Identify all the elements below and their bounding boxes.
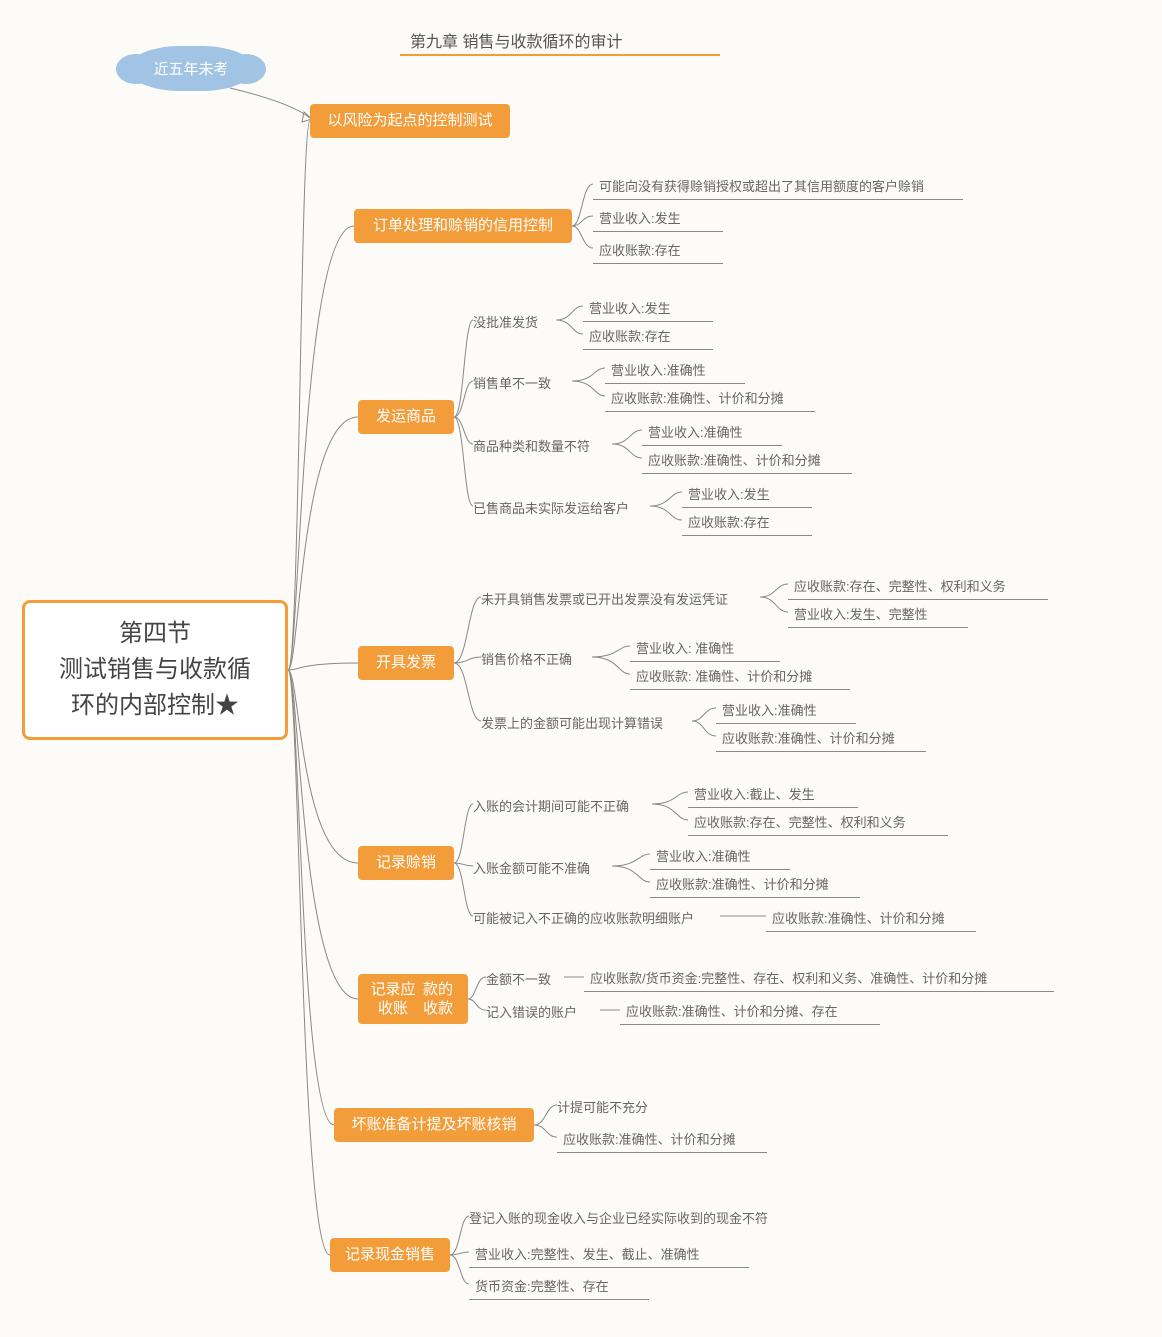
leaf-node: 应收账款:准确性、计价和分摊、存在	[620, 997, 880, 1025]
branch-node: 订单处理和赊销的信用控制	[354, 209, 572, 243]
leaf-node: 营业收入:准确性	[605, 356, 745, 384]
branch-node: 记录赊销	[358, 846, 454, 880]
leaf-node: 应收账款:准确性、计价和分摊	[605, 384, 815, 412]
leaf-node: 营业收入:完整性、发生、截止、准确性	[469, 1240, 749, 1268]
sub-label: 商品种类和数量不符	[473, 436, 590, 455]
leaf-node: 应收账款:准确性、计价和分摊	[716, 724, 926, 752]
sub-label: 可能被记入不正确的应收账款明细账户	[473, 908, 694, 927]
leaf-node: 应收账款:存在、完整性、权利和义务	[688, 808, 948, 836]
sub-label: 计提可能不充分	[557, 1097, 648, 1116]
leaf-node: 应收账款:准确性、计价和分摊	[650, 870, 860, 898]
leaf-node: 营业收入:发生	[593, 204, 723, 232]
sub-label: 没批准发货	[473, 312, 538, 331]
cloud-text: 近五年未考	[153, 61, 228, 78]
sub-label: 金额不一致	[486, 969, 551, 988]
leaf-node: 货币资金:完整性、存在	[469, 1272, 649, 1300]
root-line1: 第四节	[59, 616, 251, 652]
sub-label: 入账的会计期间可能不正确	[473, 796, 629, 815]
branch-node: 以风险为起点的控制测试	[310, 104, 510, 138]
branch-node: 记录现金销售	[330, 1238, 450, 1272]
sub-label: 已售商品未实际发运给客户	[473, 498, 629, 517]
leaf-node: 营业收入: 准确性	[630, 634, 780, 662]
sub-label: 登记入账的现金收入与企业已经实际收到的现金不符	[469, 1208, 768, 1227]
cloud-badge: 近五年未考	[128, 46, 254, 91]
leaf-node: 营业收入:截止、发生	[688, 780, 858, 808]
root-line3: 环的内部控制★	[59, 688, 251, 724]
leaf-node: 应收账款:存在、完整性、权利和义务	[788, 572, 1048, 600]
leaf-node: 营业收入:发生	[583, 294, 713, 322]
sub-label: 销售单不一致	[473, 373, 551, 392]
leaf-node: 营业收入:发生、完整性	[788, 600, 968, 628]
sub-label: 未开具销售发票或已开出发票没有发运凭证	[481, 589, 728, 608]
leaf-node: 可能向没有获得赊销授权或超出了其信用额度的客户赊销	[593, 172, 963, 200]
sub-label: 销售价格不正确	[481, 649, 572, 668]
leaf-node: 应收账款:准确性、计价和分摊	[766, 904, 976, 932]
leaf-node: 应收账款:准确性、计价和分摊	[557, 1125, 767, 1153]
leaf-node: 营业收入:发生	[682, 480, 812, 508]
leaf-node: 应收账款/货币资金:完整性、存在、权利和义务、准确性、计价和分摊	[584, 964, 1054, 992]
leaf-node: 应收账款:存在	[583, 322, 713, 350]
leaf-node: 营业收入:准确性	[650, 842, 790, 870]
leaf-node: 应收账款: 准确性、计价和分摊	[630, 662, 850, 690]
leaf-node: 营业收入:准确性	[716, 696, 856, 724]
page-title: 第九章 销售与收款循环的审计	[410, 28, 622, 52]
leaf-node: 应收账款:存在	[593, 236, 723, 264]
title-underline	[400, 54, 720, 56]
branch-node: 发运商品	[358, 400, 454, 434]
root-line2: 测试销售与收款循	[59, 652, 251, 688]
branch-node: 记录应收账款的收款	[358, 974, 468, 1024]
branch-node: 坏账准备计提及坏账核销	[334, 1108, 534, 1142]
sub-label: 入账金额可能不准确	[473, 858, 590, 877]
sub-label: 发票上的金额可能出现计算错误	[481, 713, 663, 732]
leaf-node: 应收账款:存在	[682, 508, 812, 536]
branch-node: 开具发票	[358, 646, 454, 680]
root-node: 第四节 测试销售与收款循 环的内部控制★	[22, 600, 288, 740]
leaf-node: 应收账款:准确性、计价和分摊	[642, 446, 852, 474]
leaf-node: 营业收入:准确性	[642, 418, 782, 446]
sub-label: 记入错误的账户	[486, 1002, 577, 1021]
